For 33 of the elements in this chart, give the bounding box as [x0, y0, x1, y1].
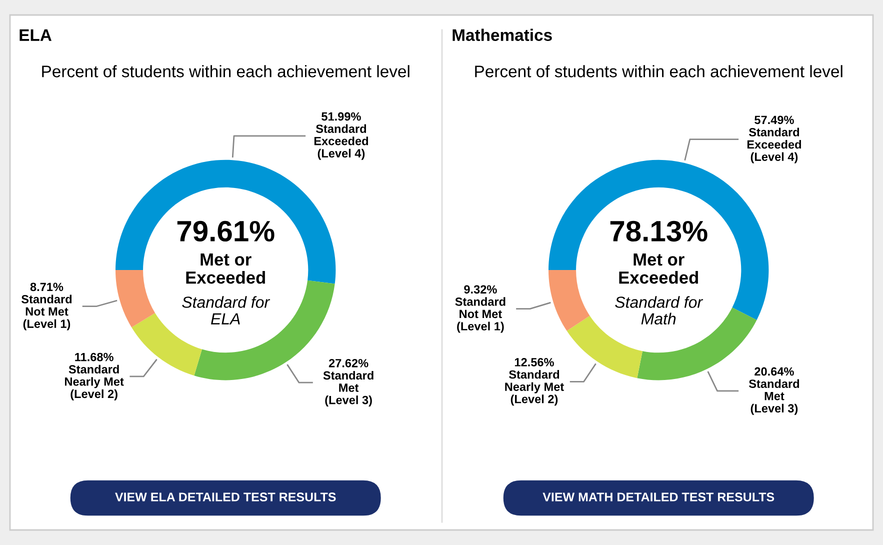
donut-slice	[132, 313, 202, 376]
donut-slice	[115, 270, 156, 328]
donut-slice	[115, 160, 336, 284]
text: Met or Exceeded	[186, 254, 265, 284]
slice-label: Standard Nearly Met (Level 2)	[64, 364, 124, 400]
slice-label: Standard Nearly Met (Level 2)	[505, 370, 564, 406]
data-label: 57.49%	[754, 116, 794, 124]
chart-subtitle: Percent of students within each achievement level	[475, 65, 842, 78]
donut-slice	[548, 270, 590, 331]
data-label: 8.71%	[30, 282, 64, 292]
chart-subtitle: Percent of students within each achievement level	[42, 65, 410, 78]
text: 79.61%	[177, 220, 274, 242]
text: 78.13%	[610, 220, 708, 242]
slice-label: Standard Exceeded (Level 4)	[314, 124, 368, 160]
data-label: 51.99%	[322, 112, 361, 121]
data-label: 20.64%	[754, 367, 794, 376]
donut-slice	[566, 316, 643, 378]
data-label: 27.62%	[328, 358, 368, 368]
text: VIEW ELA DETAILED TEST RESULTS	[115, 492, 336, 502]
text: Standard for ELA	[182, 296, 270, 324]
slice-label: Standard Exceeded (Level 4)	[747, 128, 801, 164]
text: Met or Exceeded	[619, 254, 698, 284]
data-label: 12.56%	[514, 358, 554, 366]
chart-title: ELA	[20, 29, 52, 41]
slice-label: Standard Met (Level 3)	[323, 370, 374, 407]
chart-title: Mathematics	[452, 28, 552, 41]
data-label: 11.68%	[75, 352, 114, 362]
slice-label: Standard Not Met (Level 1)	[455, 297, 506, 333]
data-label: 9.32%	[464, 285, 497, 294]
slice-label: Standard Not Met (Level 1)	[21, 294, 72, 330]
slice-label: Standard Met (Level 3)	[748, 379, 800, 415]
text: VIEW MATH DETAILED TEST RESULTS	[542, 492, 774, 502]
text: Standard for Math	[615, 296, 704, 324]
